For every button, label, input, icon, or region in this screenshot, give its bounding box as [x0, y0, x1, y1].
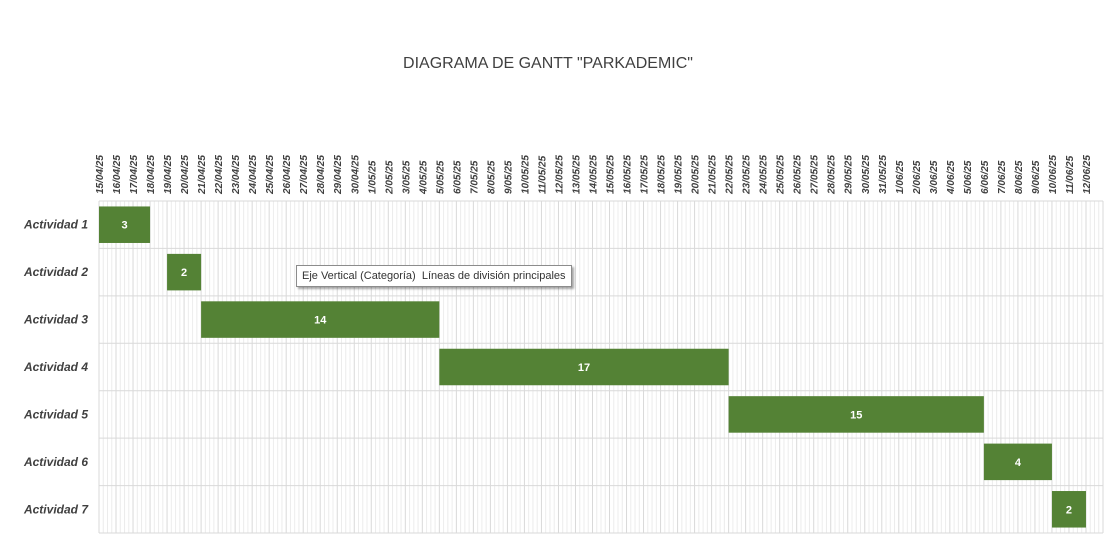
bar-data-label: 17 [578, 362, 590, 374]
gantt-bars: 3 2 14 17 15 4 2 [99, 206, 1086, 528]
x-tick-label: 4/05/25 [418, 160, 429, 195]
bar-data-label: 2 [1066, 504, 1072, 516]
x-tick-label: 3/05/25 [401, 160, 412, 194]
x-tick-label: 1/05/25 [367, 160, 378, 194]
x-tick-label: 21/04/25 [197, 155, 208, 195]
gantt-bar [983, 443, 1052, 481]
x-tick-label: 1/06/25 [895, 160, 906, 194]
x-tick-label: 29/04/25 [333, 155, 344, 195]
x-tick-label: 12/06/25 [1082, 155, 1093, 194]
x-tick-label: 22/05/25 [725, 155, 736, 195]
x-tick-label: 9/05/25 [503, 160, 514, 194]
x-tick-label: 17/05/25 [640, 155, 651, 194]
bar-data-label: 4 [1015, 457, 1022, 469]
x-tick-label: 23/05/25 [742, 155, 753, 195]
bar-data-label: 2 [181, 267, 187, 279]
x-tick-label: 24/04/25 [248, 155, 259, 195]
x-tick-label: 24/05/25 [759, 155, 770, 195]
x-tick-label: 11/06/25 [1065, 155, 1076, 194]
chart-tooltip: Eje Vertical (Categoría) Líneas de divis… [296, 265, 572, 287]
chart-title: DIAGRAMA DE GANTT "PARKADEMIC" [403, 55, 693, 72]
x-tick-label: 22/04/25 [214, 155, 225, 195]
y-category-label: Actividad 5 [23, 407, 88, 421]
y-category-label: Actividad 7 [23, 502, 89, 516]
y-category-label: Actividad 4 [23, 360, 88, 374]
x-tick-label: 4/06/25 [946, 160, 957, 195]
y-category-label: Actividad 6 [23, 455, 88, 469]
x-tick-label: 23/04/25 [231, 155, 242, 195]
bar-data-label: 3 [121, 220, 127, 232]
x-tick-label: 2/05/25 [384, 160, 395, 195]
x-tick-label: 18/05/25 [657, 155, 668, 194]
x-tick-label: 15/05/25 [606, 155, 617, 194]
y-axis-labels: Actividad 1 Actividad 2 Actividad 3 Activid… [23, 218, 89, 517]
x-tick-label: 27/04/25 [299, 155, 310, 195]
bar-data-label: 14 [314, 315, 327, 327]
x-tick-label: 2/06/25 [912, 160, 923, 195]
x-tick-label: 28/05/25 [827, 155, 838, 195]
gantt-bar [1051, 491, 1086, 528]
y-category-label: Actividad 3 [23, 313, 88, 327]
x-tick-label: 21/05/25 [708, 155, 719, 195]
x-tick-label: 19/05/25 [674, 155, 685, 194]
y-category-label: Actividad 1 [23, 218, 88, 232]
x-tick-label: 17/04/25 [129, 155, 140, 194]
x-tick-label: 29/05/25 [844, 155, 855, 195]
x-tick-label: 9/06/25 [1031, 160, 1042, 194]
x-tick-label: 6/05/25 [452, 160, 463, 194]
x-tick-label: 14/05/25 [588, 155, 599, 194]
x-tick-label: 5/06/25 [963, 160, 974, 194]
x-tick-label: 16/05/25 [623, 155, 634, 194]
x-axis-ticks: 15/04/25 16/04/25 17/04/25 18/04/25 19/04/25… [95, 155, 1093, 195]
x-tick-label: 8/05/25 [486, 160, 497, 194]
x-tick-label: 3/06/25 [929, 160, 940, 194]
x-tick-label: 19/04/25 [163, 155, 174, 194]
x-tick-label: 13/05/25 [571, 155, 582, 194]
x-tick-label: 26/04/25 [282, 155, 293, 195]
gantt-bar [201, 301, 440, 338]
x-tick-label: 6/06/25 [980, 160, 991, 194]
gantt-bar [99, 206, 151, 243]
x-tick-label: 7/05/25 [469, 160, 480, 194]
x-tick-label: 20/05/25 [691, 155, 702, 195]
x-tick-label: 11/05/25 [537, 155, 548, 194]
x-tick-label: 7/06/25 [997, 160, 1008, 194]
bar-data-label: 15 [850, 409, 862, 421]
x-tick-label: 5/05/25 [435, 160, 446, 194]
x-tick-label: 30/04/25 [350, 155, 361, 194]
x-tick-label: 25/05/25 [776, 155, 787, 195]
x-tick-label: 25/04/25 [265, 155, 276, 195]
plot-grid [98, 200, 1104, 534]
x-tick-label: 18/04/25 [146, 155, 157, 194]
x-tick-label: 8/06/25 [1014, 160, 1025, 194]
gantt-bar [439, 348, 729, 386]
gantt-bar [728, 396, 984, 433]
x-tick-label: 20/04/25 [180, 155, 191, 195]
x-tick-label: 26/05/25 [793, 155, 804, 195]
x-tick-label: 16/04/25 [112, 155, 123, 194]
x-tick-label: 12/05/25 [554, 155, 565, 194]
x-tick-label: 27/05/25 [810, 155, 821, 195]
x-tick-label: 28/04/25 [316, 155, 327, 195]
x-tick-label: 10/05/25 [520, 155, 531, 194]
x-tick-label: 10/06/25 [1048, 155, 1059, 194]
gantt-bar [167, 253, 202, 291]
x-tick-label: 30/05/25 [861, 155, 872, 194]
x-tick-label: 31/05/25 [878, 155, 889, 194]
y-category-label: Actividad 2 [23, 265, 88, 279]
x-tick-label: 15/04/25 [95, 155, 106, 194]
